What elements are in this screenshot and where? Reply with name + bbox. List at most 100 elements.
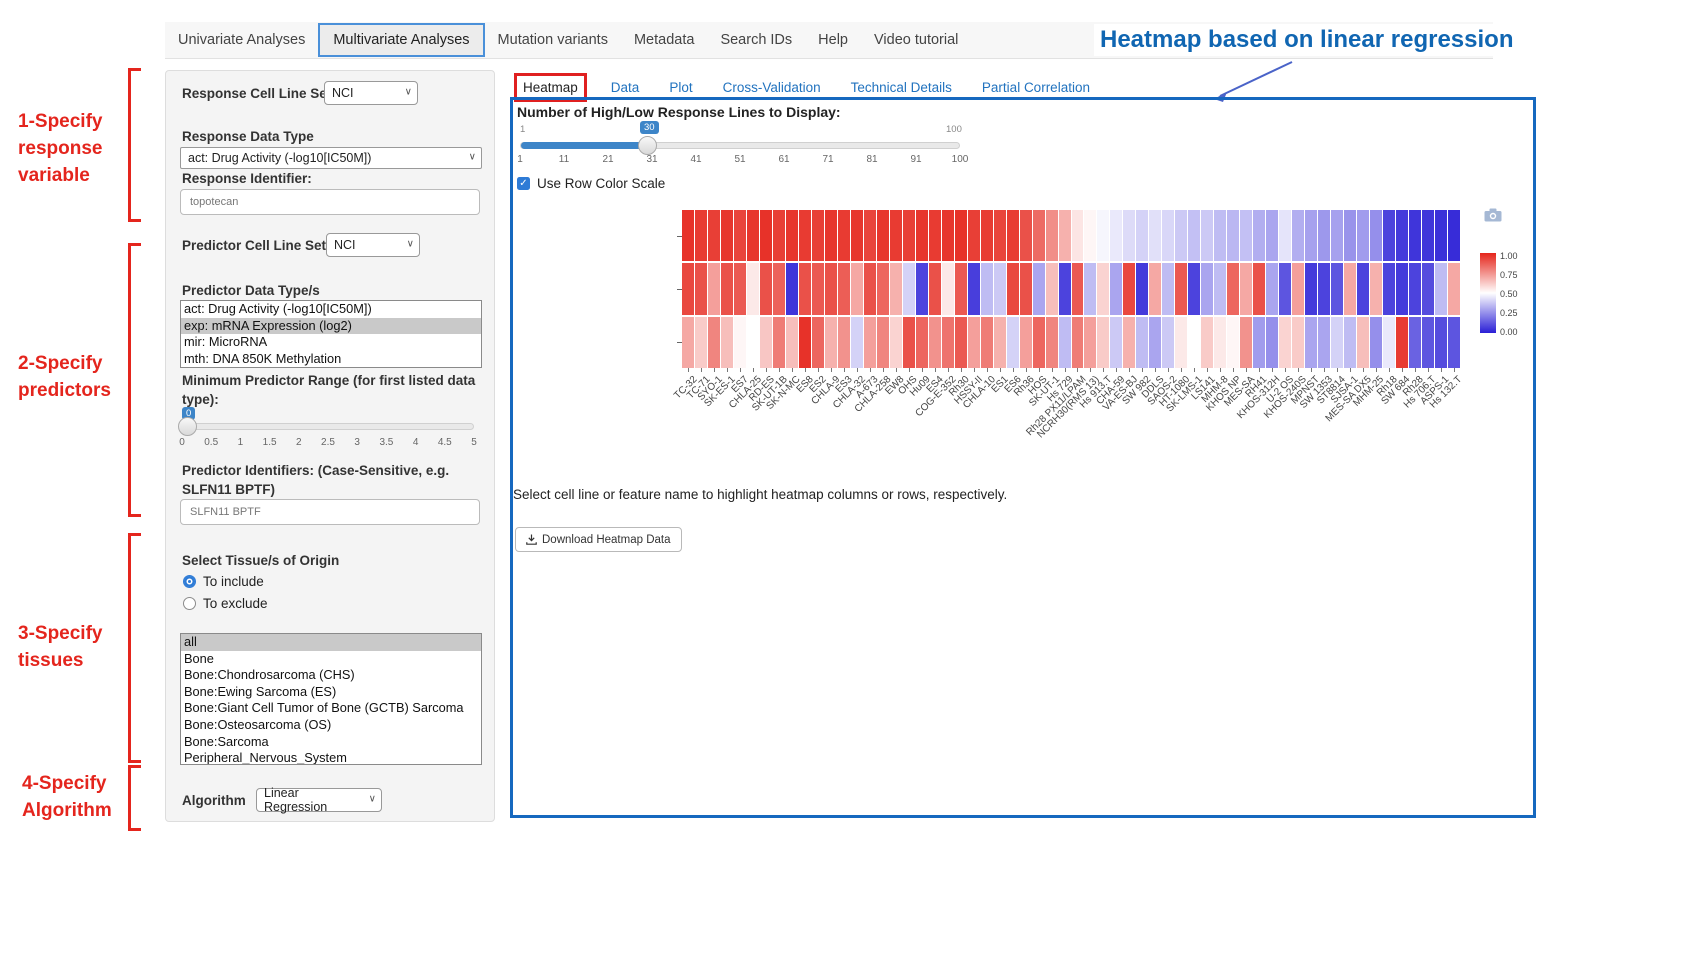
heatmap-cell	[772, 210, 785, 262]
response-lines-tick: 51	[734, 154, 746, 165]
col-tick-mark	[1323, 368, 1325, 372]
response-lines-tick: 71	[822, 154, 834, 165]
min-range-slider-handle[interactable]	[178, 417, 197, 436]
tab-data[interactable]: Data	[610, 80, 640, 95]
heatmap-cell	[1383, 316, 1396, 368]
heatmap-cell	[954, 210, 967, 262]
nav-tab-mutation-variants[interactable]: Mutation variants	[497, 32, 608, 48]
nav-tab-help[interactable]: Help	[818, 32, 848, 48]
heatmap-cell	[785, 316, 798, 368]
heatmap-cell	[1344, 263, 1357, 315]
tissue-option[interactable]: Bone:Sarcoma	[184, 733, 269, 749]
min-range-tick-labels: 0 0.5 1 1.5 2 2.5 3 3.5 4 4.5 5	[179, 437, 477, 451]
tab-cross-validation[interactable]: Cross-Validation	[722, 80, 821, 95]
col-tick-mark	[1038, 368, 1040, 372]
heatmap-cell	[1136, 263, 1149, 315]
predictor-data-type-option[interactable]: mir: MicroRNA	[184, 334, 268, 350]
row-color-scale-checkbox[interactable]: ✓	[517, 177, 530, 190]
heatmap-cell	[902, 316, 915, 368]
heatmap-cell	[720, 316, 733, 368]
response-lines-slider-handle[interactable]	[638, 136, 657, 155]
heatmap-cell	[1318, 210, 1331, 262]
tab-heatmap[interactable]: Heatmap	[514, 73, 587, 102]
tab-partial-correlation[interactable]: Partial Correlation	[981, 80, 1090, 95]
algorithm-select[interactable]: Linear Regression ∨	[256, 786, 382, 814]
col-tick-mark	[1220, 368, 1222, 372]
slider-max-label: 100	[946, 124, 962, 135]
tissue-include-radio[interactable]	[183, 575, 196, 588]
heatmap-cell	[1409, 316, 1422, 368]
response-identifier-label: Response Identifier:	[182, 171, 312, 186]
heatmap-cell	[1006, 316, 1019, 368]
step-2-bracket	[128, 243, 141, 517]
response-data-type-label: Response Data Type	[182, 129, 314, 144]
heatmap-cell	[1214, 263, 1227, 315]
tissue-option[interactable]: Bone	[184, 650, 214, 666]
row-color-scale-label: Use Row Color Scale	[537, 176, 666, 191]
tab-plot[interactable]: Plot	[669, 80, 693, 95]
tissue-listbox[interactable]: all Bone Bone:Chondrosarcoma (CHS) Bone:Ewi…	[180, 633, 482, 765]
heatmap-cell	[1175, 210, 1188, 262]
heatmap-cell	[980, 316, 993, 368]
response-lines-tick: 41	[690, 154, 702, 165]
col-tick-mark	[818, 368, 820, 372]
min-range-tick: 1	[237, 437, 244, 448]
heatmap-cell	[1305, 210, 1318, 262]
tissue-option[interactable]: Bone:Chondrosarcoma (CHS)	[184, 667, 355, 683]
response-lines-slider-track[interactable]	[520, 142, 960, 149]
col-tick-mark	[792, 368, 794, 372]
heatmap-row	[682, 263, 1460, 315]
nav-tab-multivariate-analyses[interactable]: Multivariate Analyses	[318, 23, 485, 57]
heatmap-cell	[1357, 316, 1370, 368]
col-tick-mark	[870, 368, 872, 372]
predictor-identifiers-label: Predictor Identifiers: (Case-Sensitive, …	[182, 463, 450, 497]
heatmap-cell	[954, 263, 967, 315]
response-data-type-select[interactable]: act: Drug Activity (-log10[IC50M]) ∨	[180, 147, 482, 169]
heatmap-cell	[1305, 263, 1318, 315]
heatmap-cell	[1253, 316, 1266, 368]
col-tick-mark	[1427, 368, 1429, 372]
predictor-data-type-option[interactable]: exp: mRNA Expression (log2)	[181, 317, 481, 335]
row-tick-mark	[677, 342, 682, 343]
heatmap-cell	[759, 210, 772, 262]
tissue-option[interactable]: Peripheral_Nervous_System	[184, 750, 347, 765]
heatmap-cell	[980, 263, 993, 315]
nav-tab-metadata[interactable]: Metadata	[633, 32, 695, 48]
tab-technical-details[interactable]: Technical Details	[850, 80, 952, 95]
col-tick-mark	[1207, 368, 1209, 372]
col-tick-mark	[1064, 368, 1066, 372]
heatmap-cell	[1214, 316, 1227, 368]
predictor-data-types-listbox[interactable]: act: Drug Activity (-log10[IC50M]) exp: m…	[180, 300, 482, 368]
heatmap-cell	[1136, 316, 1149, 368]
nav-tab-univariate-analyses[interactable]: Univariate Analyses	[178, 32, 306, 48]
camera-icon[interactable]	[1484, 208, 1502, 222]
heatmap-cell	[746, 263, 759, 315]
nav-tab-video-tutorial[interactable]: Video tutorial	[874, 32, 959, 48]
heatmap-cell	[1214, 210, 1227, 262]
heatmap-cell	[863, 263, 876, 315]
tissue-option[interactable]: all	[181, 634, 481, 651]
tissue-exclude-radio[interactable]	[183, 597, 196, 610]
heatmap-cell	[876, 263, 889, 315]
min-range-tick: 3.5	[379, 437, 394, 448]
tissue-option[interactable]: Bone:Ewing Sarcoma (ES)	[184, 683, 337, 699]
col-tick-mark	[1155, 368, 1157, 372]
heatmap-cell	[682, 210, 694, 262]
tissue-option[interactable]: Bone:Osteosarcoma (OS)	[184, 716, 332, 732]
tissue-option[interactable]: Bone:Giant Cell Tumor of Bone (GCTB) Sar…	[184, 700, 464, 716]
col-tick-mark	[1310, 368, 1312, 372]
heatmap-cell	[1006, 210, 1019, 262]
predictor-data-type-option[interactable]: mth: DNA 850K Methylation	[184, 350, 342, 366]
heatmap-cell	[785, 263, 798, 315]
min-range-slider-track[interactable]	[182, 423, 474, 430]
predictor-data-type-option[interactable]: act: Drug Activity (-log10[IC50M])	[184, 301, 372, 316]
response-cell-line-set-select[interactable]: NCI ∨	[324, 81, 418, 105]
response-identifier-input[interactable]: topotecan	[180, 189, 480, 215]
predictor-cell-line-set-select[interactable]: NCI ∨	[326, 233, 420, 257]
download-heatmap-data-button[interactable]: Download Heatmap Data	[515, 527, 682, 552]
heatmap-cell	[941, 316, 954, 368]
heatmap-cell	[993, 263, 1006, 315]
response-lines-tick: 11	[558, 154, 570, 165]
predictor-identifiers-input[interactable]: SLFN11 BPTF	[180, 499, 480, 525]
nav-tab-search-ids[interactable]: Search IDs	[720, 32, 793, 48]
